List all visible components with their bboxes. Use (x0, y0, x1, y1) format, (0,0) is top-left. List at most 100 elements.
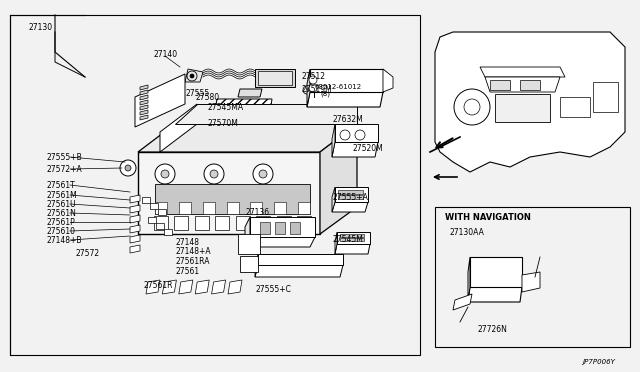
Text: 27561M: 27561M (46, 190, 77, 199)
Text: 27561RA: 27561RA (175, 257, 209, 266)
Polygon shape (468, 257, 470, 302)
Polygon shape (255, 254, 258, 277)
Text: 27561P: 27561P (46, 218, 75, 227)
Polygon shape (337, 232, 370, 244)
Text: 27519M: 27519M (302, 84, 333, 93)
Bar (275, 222, 285, 234)
Text: 27148+B: 27148+B (46, 235, 81, 244)
Polygon shape (148, 217, 156, 223)
Polygon shape (135, 74, 185, 127)
Polygon shape (470, 257, 522, 287)
Polygon shape (215, 99, 272, 112)
Bar (236, 216, 250, 230)
Bar (276, 216, 291, 230)
Polygon shape (140, 105, 148, 110)
Circle shape (355, 130, 365, 140)
Bar (490, 80, 510, 90)
Bar (593, 82, 618, 112)
Polygon shape (320, 124, 357, 234)
Polygon shape (453, 294, 472, 310)
Polygon shape (160, 104, 197, 152)
Text: 27572: 27572 (75, 250, 99, 259)
Text: 27148: 27148 (175, 237, 199, 247)
Polygon shape (255, 69, 295, 87)
Polygon shape (164, 229, 172, 235)
Bar (154, 216, 168, 230)
Bar (179, 202, 191, 214)
Polygon shape (195, 280, 209, 294)
Bar (274, 202, 286, 214)
Polygon shape (138, 124, 357, 152)
Circle shape (454, 89, 490, 125)
Polygon shape (138, 152, 320, 234)
Polygon shape (307, 69, 310, 107)
Polygon shape (142, 197, 150, 203)
Bar (238, 234, 260, 254)
Bar (240, 256, 258, 272)
Circle shape (210, 170, 218, 178)
Text: JP7P006Y: JP7P006Y (582, 359, 615, 365)
Bar (10, 15, 420, 355)
Polygon shape (228, 280, 242, 294)
Circle shape (309, 76, 317, 84)
Polygon shape (140, 95, 148, 100)
Bar (338, 190, 363, 194)
Bar (520, 80, 540, 90)
Polygon shape (245, 217, 250, 247)
Text: (8): (8) (320, 91, 330, 97)
Polygon shape (175, 104, 357, 124)
Text: 27570M: 27570M (208, 119, 239, 128)
Text: WITH NAVIGATION: WITH NAVIGATION (445, 212, 531, 221)
Text: 27561R: 27561R (143, 280, 173, 289)
Polygon shape (335, 244, 370, 254)
Text: 08512-61012: 08512-61012 (315, 84, 362, 90)
Polygon shape (480, 67, 565, 77)
Text: 27140: 27140 (153, 49, 177, 58)
Polygon shape (255, 265, 343, 277)
Polygon shape (307, 92, 383, 107)
Polygon shape (335, 187, 368, 202)
Bar (175, 216, 188, 230)
Bar (560, 97, 590, 117)
Text: 27561T: 27561T (46, 180, 75, 189)
Circle shape (464, 99, 480, 115)
Text: 27555+A: 27555+A (333, 192, 369, 202)
Polygon shape (140, 110, 148, 115)
Polygon shape (332, 142, 378, 157)
Bar (195, 216, 209, 230)
Text: 27130AA: 27130AA (450, 228, 485, 237)
Circle shape (204, 164, 224, 184)
Text: 27555+B: 27555+B (46, 153, 82, 161)
Polygon shape (179, 280, 193, 294)
Bar (250, 202, 262, 214)
Polygon shape (130, 195, 140, 203)
Polygon shape (212, 280, 225, 294)
Polygon shape (332, 124, 335, 157)
Circle shape (120, 160, 136, 176)
Bar (203, 202, 214, 214)
Text: 27520M: 27520M (353, 144, 384, 153)
Bar (340, 234, 364, 237)
Polygon shape (130, 205, 140, 213)
Polygon shape (238, 89, 262, 97)
Polygon shape (250, 217, 315, 237)
Polygon shape (332, 187, 335, 212)
Bar (298, 202, 310, 214)
Bar (227, 202, 239, 214)
Circle shape (190, 74, 194, 78)
Circle shape (340, 130, 350, 140)
Polygon shape (383, 69, 393, 92)
Bar (435, 207, 630, 347)
Polygon shape (140, 115, 148, 120)
Circle shape (155, 164, 175, 184)
Bar (155, 184, 310, 214)
Polygon shape (185, 69, 203, 82)
Polygon shape (130, 245, 140, 253)
Polygon shape (163, 280, 177, 294)
Polygon shape (130, 225, 140, 233)
Polygon shape (130, 215, 140, 223)
Polygon shape (335, 232, 337, 254)
Text: 27561N: 27561N (46, 208, 76, 218)
Polygon shape (140, 90, 148, 95)
Text: 27555: 27555 (185, 89, 209, 97)
